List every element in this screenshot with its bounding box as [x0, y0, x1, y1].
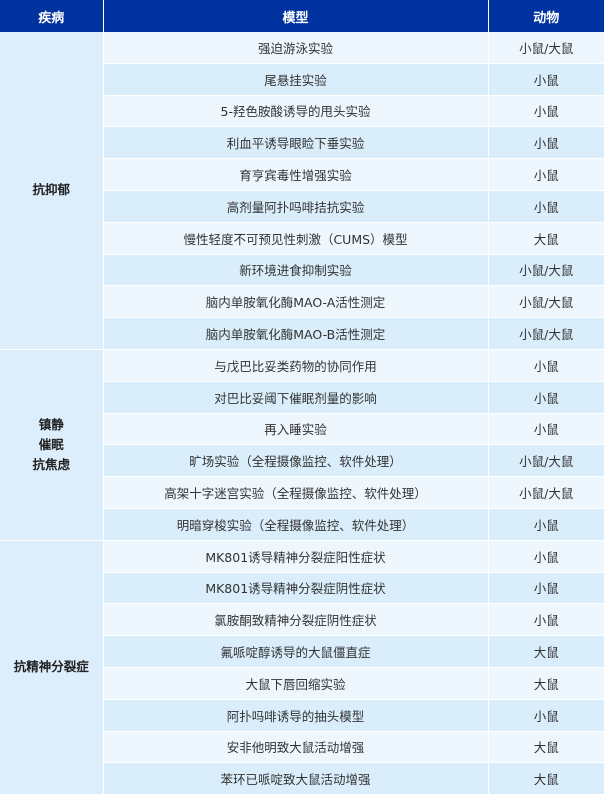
animal-cell: 小鼠/大鼠 [488, 285, 604, 319]
table-row: 尾悬挂实验 小鼠 [0, 63, 604, 96]
model-cell: 育亨宾毒性增强实验 [103, 158, 489, 191]
animal-cell: 小鼠/大鼠 [488, 32, 604, 64]
table-row: 脑内单胺氧化酶MAO-A活性测定 小鼠/大鼠 [0, 285, 604, 319]
table-row: 再入睡实验 小鼠 [0, 413, 604, 446]
model-cell: 脑内单胺氧化酶MAO-B活性测定 [103, 317, 489, 350]
model-cell: 慢性轻度不可预见性刺激（CUMS）模型 [103, 222, 489, 255]
model-cell: 旷场实验（全程摄像监控、软件处理） [103, 444, 489, 478]
table-row: 慢性轻度不可预见性刺激（CUMS）模型 大鼠 [0, 222, 604, 255]
header-animal: 动物 [488, 0, 604, 32]
table-row: 高剂量阿扑吗啡拮抗实验 小鼠 [0, 190, 604, 223]
disease-cell: 抗精神分裂症 [0, 540, 104, 796]
animal-cell: 小鼠 [488, 190, 604, 223]
animal-cell: 小鼠 [488, 699, 604, 732]
table-row: 脑内单胺氧化酶MAO-B活性测定 小鼠/大鼠 [0, 317, 604, 350]
table-row: 安非他明致大鼠活动增强 大鼠 [0, 731, 604, 764]
table-row: 大鼠下唇回缩实验 大鼠 [0, 667, 604, 700]
animal-cell: 小鼠/大鼠 [488, 254, 604, 287]
table-row: 对巴比妥阈下催眠剂量的影响 小鼠 [0, 381, 604, 414]
header-disease: 疾病 [0, 0, 104, 32]
animal-cell: 小鼠/大鼠 [488, 444, 604, 478]
animal-cell: 小鼠 [488, 508, 604, 541]
model-cell: 5-羟色胺酸诱导的甩头实验 [103, 95, 489, 128]
model-cell: 强迫游泳实验 [103, 32, 489, 64]
table-row: 高架十字迷宫实验（全程摄像监控、软件处理） 小鼠/大鼠 [0, 476, 604, 509]
model-cell: MK801诱导精神分裂症阳性症状 [103, 540, 489, 573]
table-row: 利血平诱导眼睑下垂实验 小鼠 [0, 126, 604, 160]
model-cell: 新环境进食抑制实验 [103, 254, 489, 287]
animal-cell: 小鼠 [488, 63, 604, 96]
model-cell: 再入睡实验 [103, 413, 489, 446]
animal-cell: 大鼠 [488, 762, 604, 796]
table-row: 阿扑吗啡诱导的抽头模型 小鼠 [0, 699, 604, 732]
table-row: 镇静 催眠 抗焦虑 与戊巴比妥类药物的协同作用 小鼠 [0, 349, 604, 541]
model-cell: 高剂量阿扑吗啡拮抗实验 [103, 190, 489, 223]
animal-cell: 小鼠 [488, 603, 604, 637]
model-cell: MK801诱导精神分裂症阴性症状 [103, 572, 489, 605]
table-row: MK801诱导精神分裂症阴性症状 小鼠 [0, 572, 604, 605]
table-row: 育亨宾毒性增强实验 小鼠 [0, 158, 604, 191]
animal-cell: 大鼠 [488, 667, 604, 700]
table-row: 旷场实验（全程摄像监控、软件处理） 小鼠/大鼠 [0, 444, 604, 478]
disease-label: 抗精神分裂症 [13, 659, 89, 675]
model-cell: 尾悬挂实验 [103, 63, 489, 96]
table-row: 抗抑郁 强迫游泳实验 小鼠/大鼠 [0, 32, 604, 350]
model-cell: 对巴比妥阈下催眠剂量的影响 [103, 381, 489, 414]
disease-cell: 镇静 催眠 抗焦虑 [0, 349, 104, 541]
animal-cell: 小鼠 [488, 126, 604, 160]
animal-cell: 大鼠 [488, 222, 604, 255]
disease-label: 镇静 [38, 416, 64, 432]
animal-cell: 小鼠 [488, 158, 604, 191]
table-row: 5-羟色胺酸诱导的甩头实验 小鼠 [0, 95, 604, 128]
animal-cell: 小鼠 [488, 95, 604, 128]
model-cell: 阿扑吗啡诱导的抽头模型 [103, 699, 489, 732]
disease-cell: 抗抑郁 [0, 32, 104, 350]
table-row: 氟哌啶醇诱导的大鼠僵直症 大鼠 [0, 635, 604, 668]
model-cell: 与戊巴比妥类药物的协同作用 [103, 349, 489, 382]
model-cell: 氯胺酮致精神分裂症阴性症状 [103, 603, 489, 637]
animal-cell: 大鼠 [488, 635, 604, 668]
animal-cell: 小鼠/大鼠 [488, 476, 604, 509]
model-cell: 利血平诱导眼睑下垂实验 [103, 126, 489, 160]
model-cell: 脑内单胺氧化酶MAO-A活性测定 [103, 285, 489, 319]
animal-cell: 大鼠 [488, 731, 604, 764]
disease-label: 抗抑郁 [32, 182, 70, 198]
model-cell: 大鼠下唇回缩实验 [103, 667, 489, 700]
header-model: 模型 [103, 0, 489, 32]
animal-cell: 小鼠 [488, 413, 604, 446]
table-row: 苯环已哌啶致大鼠活动增强 大鼠 [0, 762, 604, 796]
animal-cell: 小鼠 [488, 349, 604, 382]
table-body: 抗抑郁 强迫游泳实验 小鼠/大鼠 尾悬挂实验 小鼠 5-羟色胺酸诱导的甩头实验 小鼠 利血平诱… [0, 32, 604, 796]
animal-cell: 小鼠 [488, 540, 604, 573]
model-cell: 明暗穿梭实验（全程摄像监控、软件处理） [103, 508, 489, 541]
table-row: 明暗穿梭实验（全程摄像监控、软件处理） 小鼠 [0, 508, 604, 541]
model-cell: 苯环已哌啶致大鼠活动增强 [103, 762, 489, 796]
animal-cell: 小鼠 [488, 381, 604, 414]
animal-cell: 小鼠/大鼠 [488, 317, 604, 350]
header-row: 疾病 模型 动物 [0, 0, 604, 32]
table-row: 抗精神分裂症 MK801诱导精神分裂症阳性症状 小鼠 [0, 540, 604, 796]
model-cell: 氟哌啶醇诱导的大鼠僵直症 [103, 635, 489, 668]
model-cell: 安非他明致大鼠活动增强 [103, 731, 489, 764]
table-row: 氯胺酮致精神分裂症阴性症状 小鼠 [0, 603, 604, 637]
model-cell: 高架十字迷宫实验（全程摄像监控、软件处理） [103, 476, 489, 509]
animal-cell: 小鼠 [488, 572, 604, 605]
table-row: 新环境进食抑制实验 小鼠/大鼠 [0, 254, 604, 287]
disease-label: 抗焦虑 [32, 456, 70, 472]
disease-label: 催眠 [38, 436, 64, 452]
